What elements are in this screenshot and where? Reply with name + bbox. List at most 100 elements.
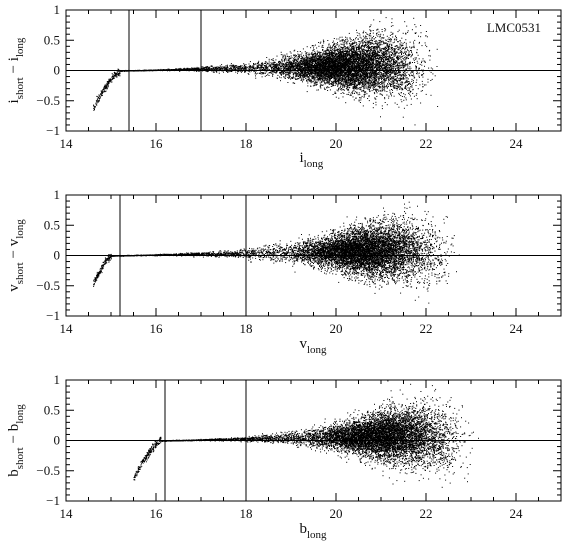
data-point: [331, 85, 333, 87]
data-point: [418, 35, 419, 37]
data-point: [356, 66, 358, 68]
data-point: [390, 63, 391, 65]
data-point: [346, 37, 348, 39]
data-point: [286, 71, 288, 73]
data-point: [378, 42, 380, 44]
data-point: [356, 70, 358, 72]
data-point: [320, 87, 322, 89]
data-point: [402, 32, 404, 34]
data-point: [218, 72, 220, 74]
data-point: [358, 78, 360, 80]
data-point: [363, 86, 365, 88]
data-point: [248, 67, 250, 69]
data-point: [313, 80, 314, 82]
data-point: [280, 51, 282, 53]
data-point: [227, 68, 229, 70]
data-point: [394, 54, 396, 56]
data-point: [337, 81, 339, 83]
data-point: [396, 77, 398, 79]
data-point: [303, 66, 305, 68]
data-point: [202, 66, 204, 68]
data-point: [376, 64, 378, 66]
data-point: [388, 54, 390, 56]
data-point: [275, 65, 277, 66]
data-point: [279, 76, 280, 78]
data-point: [279, 72, 281, 74]
data-point: [329, 46, 331, 48]
data-point: [342, 49, 344, 51]
data-point: [411, 74, 413, 76]
data-point: [387, 38, 389, 40]
data-point: [387, 40, 389, 42]
data-point: [390, 92, 392, 94]
data-point: [325, 57, 327, 59]
data-point: [431, 78, 433, 80]
data-point: [351, 93, 353, 95]
data-point: [346, 68, 348, 70]
data-point: [379, 40, 381, 42]
data-point: [324, 74, 326, 76]
data-point: [316, 78, 318, 80]
data-point: [399, 43, 401, 45]
data-point: [357, 61, 359, 62]
data-point: [387, 49, 389, 51]
data-point: [342, 89, 344, 91]
data-point: [365, 39, 367, 41]
data-point: [363, 51, 365, 53]
data-point: [339, 87, 341, 89]
data-point: [376, 68, 378, 70]
data-point: [346, 78, 348, 80]
data-point: [386, 73, 388, 75]
data-point: [333, 78, 335, 80]
data-point: [251, 69, 253, 71]
data-point: [237, 67, 239, 69]
data-point: [354, 49, 356, 51]
data-point: [409, 75, 411, 77]
data-point: [308, 61, 310, 63]
data-point: [105, 83, 107, 85]
data-point: [254, 68, 256, 70]
data-point: [196, 66, 198, 68]
data-point: [345, 39, 347, 41]
data-point: [399, 70, 401, 72]
data-point: [108, 82, 110, 84]
data-point: [358, 84, 360, 86]
data-point: [231, 69, 233, 71]
data-point: [242, 68, 244, 69]
data-point: [382, 47, 384, 49]
data-point: [312, 53, 314, 55]
data-point: [373, 54, 375, 55]
data-point: [275, 59, 277, 61]
data-point: [356, 49, 357, 50]
data-point: [338, 53, 340, 55]
data-point: [412, 54, 413, 56]
data-point: [340, 93, 342, 94]
data-point: [418, 58, 420, 60]
data-point: [222, 66, 224, 68]
data-point: [284, 58, 286, 60]
data-point: [400, 56, 402, 58]
data-point: [359, 41, 361, 43]
data-point: [379, 50, 381, 52]
data-point: [309, 56, 311, 58]
data-point: [360, 41, 362, 43]
data-point: [225, 69, 227, 71]
data-point: [339, 53, 341, 55]
data-point: [409, 54, 411, 55]
data-point: [363, 59, 365, 60]
data-point: [384, 30, 386, 32]
data-point: [343, 72, 345, 74]
data-point: [294, 82, 296, 84]
data-point: [274, 71, 275, 73]
data-point: [379, 48, 381, 50]
data-point: [300, 74, 302, 75]
data-point: [403, 96, 405, 98]
data-point: [275, 68, 277, 70]
data-point: [285, 62, 287, 64]
data-point: [318, 55, 320, 57]
data-point: [367, 49, 369, 51]
data-point: [396, 62, 398, 64]
data-point: [390, 31, 392, 33]
data-point: [370, 64, 372, 66]
data-point: [332, 53, 333, 55]
